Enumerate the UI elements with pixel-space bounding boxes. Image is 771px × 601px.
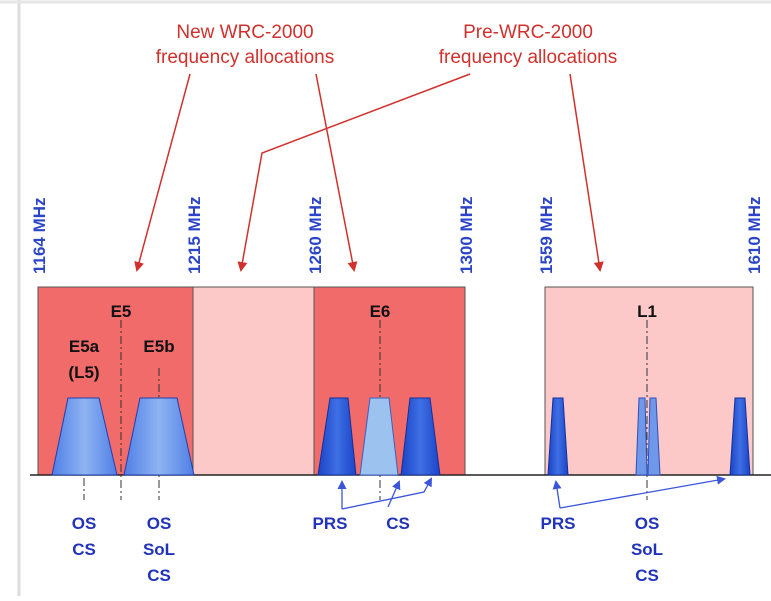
new-wrc-subtitle: frequency allocations xyxy=(156,47,335,68)
arrow-pre-to-l1 xyxy=(569,73,604,272)
arrow-new-to-e6 xyxy=(315,73,358,272)
arrow-pre-to-l2 xyxy=(237,73,471,272)
freq-label-1215: 1215 MHz xyxy=(185,197,204,274)
service-e5b-cs: CS xyxy=(147,566,171,585)
band-label-l5: (L5) xyxy=(68,363,99,382)
service-e5b-sol: SoL xyxy=(143,540,175,559)
e6-cs-signal xyxy=(359,397,399,476)
l1-os-right-signal xyxy=(647,397,661,476)
pre-wrc-subtitle: frequency allocations xyxy=(439,47,618,68)
arrow-prs-to-l1-right xyxy=(559,475,726,509)
service-e6-prs: PRS xyxy=(313,514,348,533)
e5b-signal xyxy=(123,397,195,476)
e5a-signal xyxy=(51,397,118,476)
service-e5b-os: OS xyxy=(147,514,172,533)
new-wrc-title: New WRC-2000 xyxy=(176,22,313,43)
l1-prs-left-signal xyxy=(547,397,569,476)
e6-prs-left-signal xyxy=(317,397,357,476)
freq-label-1559: 1559 MHz xyxy=(537,197,556,274)
service-l1-os: OS xyxy=(635,514,660,533)
freq-label-1164: 1164 MHz xyxy=(30,197,49,274)
e6-prs-right-signal xyxy=(400,397,441,476)
arrow-cs-to-e6 xyxy=(387,480,401,508)
arrow-prs-to-e6-right xyxy=(341,477,432,510)
arrow-new-to-e5 xyxy=(134,73,191,272)
freq-label-1610: 1610 MHz xyxy=(745,197,764,274)
service-l1-prs: PRS xyxy=(541,514,576,533)
pre-wrc-title: Pre-WRC-2000 xyxy=(463,22,593,43)
band-label-e5b: E5b xyxy=(143,337,174,356)
l2-pre-allocation xyxy=(192,286,315,476)
freq-label-1260: 1260 MHz xyxy=(306,197,325,274)
service-e5a-cs: CS xyxy=(72,540,96,559)
band-label-e5: E5 xyxy=(111,302,132,321)
l1-prs-right-signal xyxy=(729,397,751,476)
service-l1-cs: CS xyxy=(635,566,659,585)
band-label-e6: E6 xyxy=(370,302,391,321)
freq-label-1300: 1300 MHz xyxy=(457,197,476,274)
band-label-l1: L1 xyxy=(637,302,657,321)
service-e6-cs: CS xyxy=(386,514,410,533)
service-e5a-os: OS xyxy=(72,514,97,533)
arrow-prs-to-l1-left xyxy=(552,480,562,509)
service-l1-sol: SoL xyxy=(631,540,663,559)
l1-os-left-signal xyxy=(635,397,648,476)
band-label-e5a: E5a xyxy=(69,337,100,356)
